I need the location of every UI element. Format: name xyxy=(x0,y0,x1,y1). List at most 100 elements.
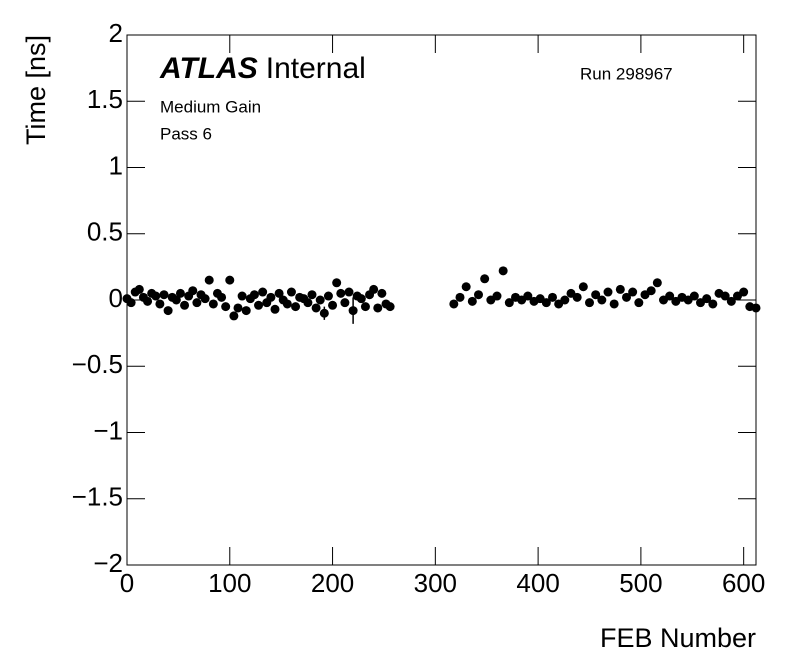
data-point xyxy=(233,303,243,313)
data-point xyxy=(377,288,387,298)
y-tick-label: 1.5 xyxy=(87,84,123,114)
data-point xyxy=(340,298,350,308)
y-tick-label: 0.5 xyxy=(87,217,123,247)
x-tick-label: 300 xyxy=(414,568,457,598)
data-point xyxy=(720,291,730,301)
data-point xyxy=(385,302,395,312)
data-point xyxy=(449,299,459,309)
data-point xyxy=(597,295,607,305)
x-tick-label: 200 xyxy=(311,568,354,598)
data-point xyxy=(480,274,490,284)
data-point xyxy=(373,303,383,313)
x-tick-label: 100 xyxy=(208,568,251,598)
data-point xyxy=(615,284,625,294)
data-point xyxy=(461,282,471,292)
x-tick-label: 500 xyxy=(619,568,662,598)
data-point xyxy=(291,302,301,312)
data-point xyxy=(751,303,761,313)
data-point xyxy=(609,299,619,309)
x-tick-label: 0 xyxy=(120,568,134,598)
data-point xyxy=(572,292,582,302)
data-point xyxy=(652,278,662,288)
data-point xyxy=(282,299,292,309)
data-point xyxy=(163,306,173,316)
gain-label: Medium Gain xyxy=(160,97,261,116)
data-point xyxy=(143,296,153,306)
data-point xyxy=(360,302,370,312)
data-point xyxy=(192,298,202,308)
data-point xyxy=(328,300,338,310)
data-point xyxy=(467,296,477,306)
data-point xyxy=(708,299,718,309)
y-tick-label: −1 xyxy=(93,415,123,445)
data-point xyxy=(504,298,514,308)
data-point xyxy=(492,291,502,301)
data-point xyxy=(237,291,247,301)
data-point xyxy=(249,290,259,300)
data-point xyxy=(155,299,165,309)
data-point xyxy=(336,288,346,298)
data-point xyxy=(200,294,210,304)
data-point xyxy=(208,299,218,309)
chart-title: ATLAS xyxy=(159,52,258,85)
data-point xyxy=(523,291,533,301)
data-point xyxy=(134,284,144,294)
data-point xyxy=(634,298,644,308)
y-tick-label: 0 xyxy=(109,283,123,313)
data-point xyxy=(225,275,235,285)
data-point xyxy=(665,291,675,301)
data-point xyxy=(585,298,594,308)
data-point xyxy=(591,290,601,300)
data-point xyxy=(159,290,169,300)
data-point xyxy=(315,295,325,305)
data-point xyxy=(311,303,321,313)
data-point xyxy=(221,302,231,312)
y-tick-label: −1.5 xyxy=(72,482,123,512)
y-axis-label: Time [ns] xyxy=(21,35,51,145)
y-tick-label: 2 xyxy=(109,18,123,48)
data-point xyxy=(560,295,570,305)
data-point xyxy=(332,278,342,288)
data-point xyxy=(726,296,736,306)
data-point xyxy=(344,287,354,297)
data-point xyxy=(356,294,366,304)
pass-label: Pass 6 xyxy=(160,124,212,143)
data-point xyxy=(541,298,551,308)
data-point xyxy=(622,292,631,302)
data-point xyxy=(258,287,268,297)
data-point xyxy=(307,290,317,300)
atlas-label: ATLAS Internal xyxy=(159,52,366,85)
data-point xyxy=(578,282,588,292)
data-point xyxy=(702,294,712,304)
data-point xyxy=(689,291,699,301)
y-tick-label: −0.5 xyxy=(72,349,123,379)
data-point xyxy=(204,275,214,285)
data-point xyxy=(254,300,264,310)
run-label: Run 298967 xyxy=(580,64,673,83)
data-point xyxy=(171,295,181,305)
y-tick-label: −2 xyxy=(93,548,123,578)
data-point xyxy=(369,284,379,294)
data-point xyxy=(217,292,227,302)
data-point xyxy=(229,311,239,321)
data-point xyxy=(739,287,749,297)
data-point xyxy=(286,287,296,297)
data-point xyxy=(180,300,190,310)
x-tick-label: 400 xyxy=(516,568,559,598)
data-point xyxy=(241,306,251,316)
data-point xyxy=(548,292,557,302)
data-point xyxy=(266,292,276,302)
y-tick-label: 1 xyxy=(109,150,123,180)
data-point xyxy=(455,292,465,302)
data-point xyxy=(319,308,329,318)
data-point xyxy=(270,304,280,314)
data-point xyxy=(323,291,333,301)
x-axis-label: FEB Number xyxy=(600,623,756,653)
x-tick-label: 600 xyxy=(722,568,765,598)
chart-subtitle: Internal xyxy=(266,52,366,85)
data-point xyxy=(188,286,198,296)
data-point xyxy=(646,286,656,296)
data-point xyxy=(274,288,284,298)
data-point xyxy=(303,298,313,308)
